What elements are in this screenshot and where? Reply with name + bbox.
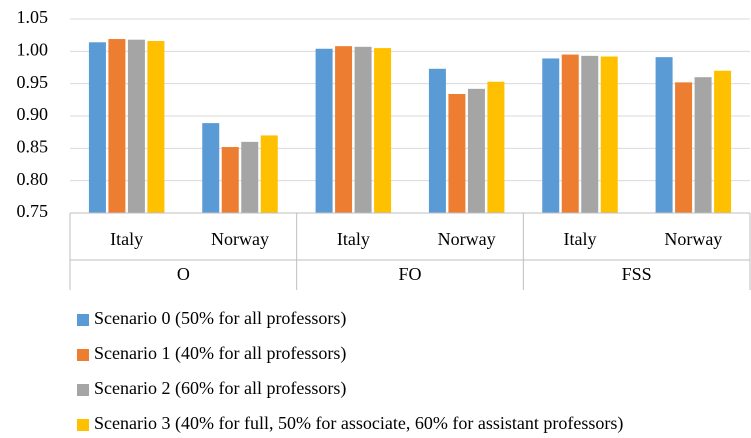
bar: [561, 54, 579, 213]
y-tick-label: 0.80: [17, 169, 49, 189]
x-tick-label: Norway: [211, 229, 269, 249]
bar: [581, 55, 599, 213]
bar: [428, 68, 446, 213]
bar: [127, 39, 145, 214]
bar: [374, 48, 392, 213]
x-tick-label: Norway: [664, 229, 722, 249]
bar: [335, 46, 353, 213]
bar: [315, 48, 333, 213]
x-tick-label: Norway: [438, 229, 496, 249]
legend-swatch: [77, 314, 89, 326]
bar: [655, 57, 673, 213]
bar: [448, 94, 466, 213]
x-tick-label: Italy: [110, 229, 143, 249]
group-label: FO: [398, 264, 421, 284]
group-label: O: [177, 264, 190, 284]
legend-label: Scenario 0 (50% for all professors): [94, 308, 346, 329]
bar: [600, 56, 618, 213]
bar: [88, 42, 106, 213]
x-tick-label: Italy: [337, 229, 370, 249]
bar: [241, 141, 259, 213]
group-label: FSS: [622, 264, 652, 284]
bar: [487, 81, 505, 213]
legend-label: Scenario 2 (60% for all professors): [94, 378, 346, 399]
bar: [542, 58, 560, 213]
y-tick-label: 0.85: [17, 136, 49, 156]
y-tick-label: 0.75: [17, 201, 49, 221]
y-tick-label: 0.95: [17, 72, 49, 92]
legend-swatch: [77, 419, 89, 431]
bar: [221, 147, 239, 213]
bar: [675, 82, 693, 213]
y-tick-label: 0.90: [17, 104, 49, 124]
legend-label: Scenario 3 (40% for full, 50% for associ…: [94, 413, 623, 434]
bar: [354, 46, 372, 213]
bar: [147, 40, 165, 214]
x-tick-label: Italy: [564, 229, 597, 249]
bar: [202, 123, 220, 213]
bar: [108, 39, 126, 214]
bar: [694, 77, 712, 213]
legend-swatch: [77, 384, 89, 396]
legend-swatch: [77, 349, 89, 361]
y-tick-label: 1.00: [17, 39, 49, 59]
y-tick-label: 1.05: [17, 7, 49, 27]
bar: [467, 88, 485, 213]
legend-label: Scenario 1 (40% for all professors): [94, 343, 346, 364]
bar: [260, 135, 278, 213]
bar: [714, 70, 732, 213]
